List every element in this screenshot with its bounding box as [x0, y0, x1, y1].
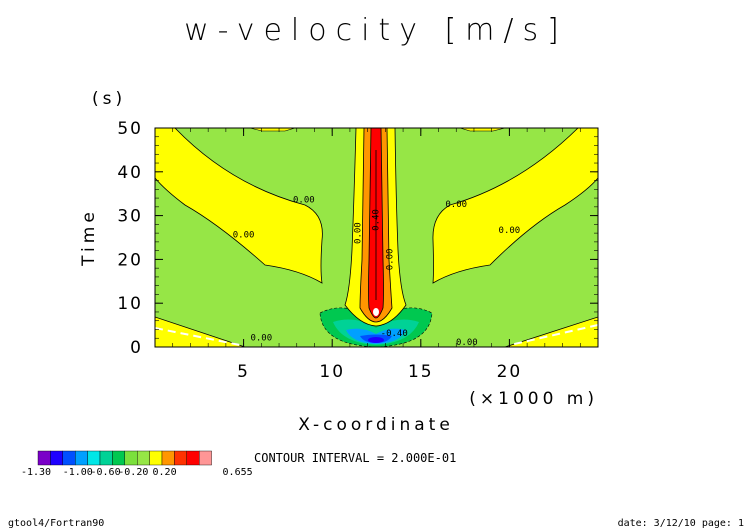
x-tick-label: 15 [408, 362, 434, 382]
plot-area: 0.00 0.00 0.00 0.40 0.00 0.00 0.00 0.00 0.00 -0.4… [154, 127, 599, 348]
colorbar-label: -0.20 [118, 467, 148, 478]
contour-label: 0.00 [233, 231, 255, 241]
contour-label: 0.00 [293, 195, 315, 205]
contour-field [155, 128, 598, 347]
lower-right-positive-region [504, 316, 598, 347]
y-axis-unit: (s) [92, 89, 126, 109]
colorbar-swatch [87, 450, 101, 466]
top-right-strip [459, 128, 506, 132]
y-tick-label: 50 [117, 119, 143, 139]
x-axis-label: X-coordinate [298, 415, 454, 435]
colorbar [37, 450, 212, 466]
footer-right: date: 3/12/10 page: 1 [618, 518, 744, 529]
upper-right-positive-lobe [432, 128, 598, 284]
x-tick-label: 20 [497, 362, 523, 382]
colorbar-swatch [186, 450, 200, 466]
y-axis-label: Time [79, 208, 99, 267]
contour-label: 0.00 [385, 249, 395, 271]
contour-labels: 0.00 0.00 0.00 0.40 0.00 0.00 0.00 0.00 0.00 -0.4… [233, 195, 520, 347]
colorbar-swatch [99, 450, 113, 466]
lower-left-positive-region [155, 316, 246, 347]
colorbar-swatch [161, 450, 175, 466]
jet-maximum [373, 308, 379, 316]
x-tick-label: 5 [237, 362, 250, 382]
x-axis-unit: (×1000 m) [469, 389, 598, 409]
negative-minimum [368, 337, 384, 343]
colorbar-swatch [37, 450, 51, 466]
contour-interval-text: CONTOUR INTERVAL = 2.000E-01 [254, 451, 456, 465]
colorbar-label: -1.30 [21, 467, 51, 478]
upper-left-positive-lobe [155, 128, 323, 284]
colorbar-swatch [124, 450, 138, 466]
colorbar-labels: -1.30 -1.00-0.60-0.20 0.20 0.655 [21, 467, 253, 478]
contour-label: 0.00 [456, 338, 478, 348]
contour-label: 0.00 [354, 222, 364, 244]
lower-left-dashed-line [155, 327, 241, 346]
colorbar-label: 0.655 [223, 467, 253, 478]
colorbar-label: -1.00 [63, 467, 93, 478]
contour-label: -0.40 [381, 329, 408, 339]
colorbar-swatch [50, 450, 64, 466]
colorbar-swatch [112, 450, 126, 466]
y-tick-label: 0 [130, 338, 143, 358]
lower-right-dashed-line [509, 324, 598, 346]
x-tick-label: 10 [319, 362, 345, 382]
colorbar-label: 0.20 [153, 467, 177, 478]
colorbar-swatch [149, 450, 163, 466]
contour-label: 0.40 [371, 209, 381, 231]
colorbar-swatch [74, 450, 88, 466]
y-tick-label: 20 [117, 250, 143, 270]
contour-label: 0.00 [250, 333, 272, 343]
y-tick-label: 40 [117, 163, 143, 183]
y-tick-labels: 0 10 20 30 40 50 [117, 119, 598, 358]
x-tick-labels: 5 10 15 20 [237, 128, 523, 382]
footer-left: gtool4/Fortran90 [8, 518, 104, 529]
colorbar-swatch [198, 450, 212, 466]
y-tick-label: 30 [117, 207, 143, 227]
chart-title: w-velocity [m/s] [184, 13, 568, 48]
contour-label: 0.00 [445, 200, 467, 210]
plot-frame [154, 127, 599, 348]
colorbar-swatch [136, 450, 150, 466]
contour-label: 0.00 [499, 226, 521, 236]
y-tick-label: 10 [117, 294, 143, 314]
colorbar-swatch [62, 450, 76, 466]
colorbar-swatch [174, 450, 187, 466]
colorbar-label: -0.60 [90, 467, 120, 478]
